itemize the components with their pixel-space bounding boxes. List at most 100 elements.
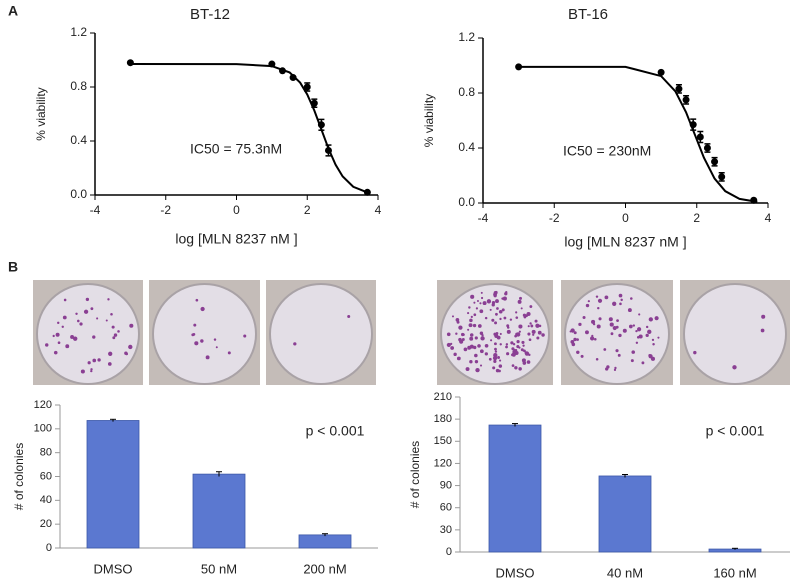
y-axis-label: % viability bbox=[422, 94, 436, 147]
colony bbox=[493, 291, 498, 295]
colony bbox=[533, 330, 536, 334]
colony bbox=[213, 338, 217, 341]
colony bbox=[627, 308, 632, 313]
plate bbox=[152, 283, 257, 385]
plate-photo bbox=[149, 280, 260, 385]
colony bbox=[609, 322, 614, 327]
colony bbox=[594, 338, 597, 341]
colony bbox=[518, 324, 523, 329]
colony bbox=[498, 309, 503, 314]
colony bbox=[455, 332, 458, 335]
colony bbox=[494, 350, 498, 353]
y-tick-label: 1.2 bbox=[458, 30, 475, 44]
colony bbox=[92, 358, 97, 363]
y-tick-label: 210 bbox=[434, 391, 452, 403]
y-tick-label: 0.0 bbox=[70, 187, 87, 201]
colony bbox=[585, 303, 590, 308]
colony bbox=[77, 319, 80, 323]
colony bbox=[521, 340, 525, 344]
plate-photo bbox=[266, 280, 376, 385]
colony bbox=[597, 306, 600, 310]
y-tick-label: 20 bbox=[40, 518, 52, 530]
colony bbox=[538, 324, 542, 328]
x-tick-label: 2 bbox=[304, 203, 311, 217]
colony bbox=[580, 354, 584, 358]
colony bbox=[105, 319, 108, 322]
colony bbox=[490, 339, 493, 342]
colony bbox=[63, 298, 67, 302]
colony bbox=[506, 352, 510, 356]
colony bbox=[595, 357, 599, 361]
colony bbox=[511, 353, 514, 357]
colony bbox=[598, 317, 602, 321]
colony bbox=[473, 345, 477, 350]
colony bbox=[475, 367, 480, 373]
x-tick-label: -2 bbox=[549, 211, 560, 225]
colony bbox=[516, 340, 520, 344]
colony bbox=[616, 319, 619, 323]
colony bbox=[618, 333, 622, 338]
colony bbox=[495, 368, 500, 373]
data-point bbox=[278, 67, 286, 75]
colony bbox=[479, 364, 483, 367]
colony bbox=[128, 344, 133, 350]
colony bbox=[57, 321, 60, 325]
colony bbox=[469, 333, 474, 337]
colony bbox=[113, 333, 118, 337]
data-point bbox=[675, 85, 683, 93]
colony bbox=[107, 362, 112, 366]
y-tick-label: 80 bbox=[40, 447, 52, 459]
data-point bbox=[689, 121, 697, 129]
colony bbox=[535, 323, 540, 328]
colony bbox=[73, 336, 78, 341]
colony bbox=[477, 344, 481, 348]
colony bbox=[645, 333, 649, 338]
colony bbox=[79, 322, 83, 326]
colony bbox=[55, 332, 60, 337]
colony bbox=[520, 307, 523, 310]
colony bbox=[571, 342, 576, 347]
data-point bbox=[515, 63, 523, 71]
y-tick-label: 90 bbox=[440, 479, 452, 491]
chart-title: BT-12 bbox=[190, 6, 230, 23]
colony bbox=[96, 317, 99, 320]
colony bbox=[534, 319, 538, 323]
y-tick-label: 0 bbox=[46, 542, 52, 554]
colony bbox=[606, 365, 610, 369]
colony bbox=[473, 313, 477, 317]
colony bbox=[484, 352, 488, 356]
y-tick-label: 0.4 bbox=[458, 140, 475, 154]
colony bbox=[455, 318, 460, 322]
colony bbox=[453, 352, 457, 357]
colony bbox=[111, 325, 115, 329]
colony bbox=[491, 318, 495, 322]
colony bbox=[467, 328, 470, 331]
panel-label: A bbox=[8, 3, 18, 19]
colony bbox=[460, 332, 465, 337]
colony bbox=[491, 301, 496, 305]
colony bbox=[517, 299, 522, 304]
colony bbox=[522, 361, 527, 365]
colony bbox=[90, 368, 93, 371]
colony bbox=[505, 343, 509, 346]
colony bbox=[45, 343, 49, 347]
colony bbox=[107, 298, 110, 301]
data-point bbox=[696, 133, 704, 141]
colony bbox=[481, 334, 484, 337]
colony bbox=[480, 336, 485, 341]
plate-photo bbox=[680, 280, 790, 385]
colony bbox=[638, 313, 641, 316]
y-tick-label: 60 bbox=[440, 502, 452, 514]
plate bbox=[683, 283, 787, 385]
colony bbox=[205, 355, 210, 360]
y-tick-label: 0.0 bbox=[458, 195, 475, 209]
colony bbox=[569, 330, 572, 333]
fit-curve bbox=[518, 65, 758, 203]
colony bbox=[125, 352, 129, 356]
colony bbox=[243, 334, 247, 338]
colony bbox=[486, 299, 492, 304]
data-point bbox=[324, 146, 332, 154]
colony bbox=[527, 325, 530, 328]
colony bbox=[62, 315, 67, 320]
colony bbox=[293, 342, 297, 346]
